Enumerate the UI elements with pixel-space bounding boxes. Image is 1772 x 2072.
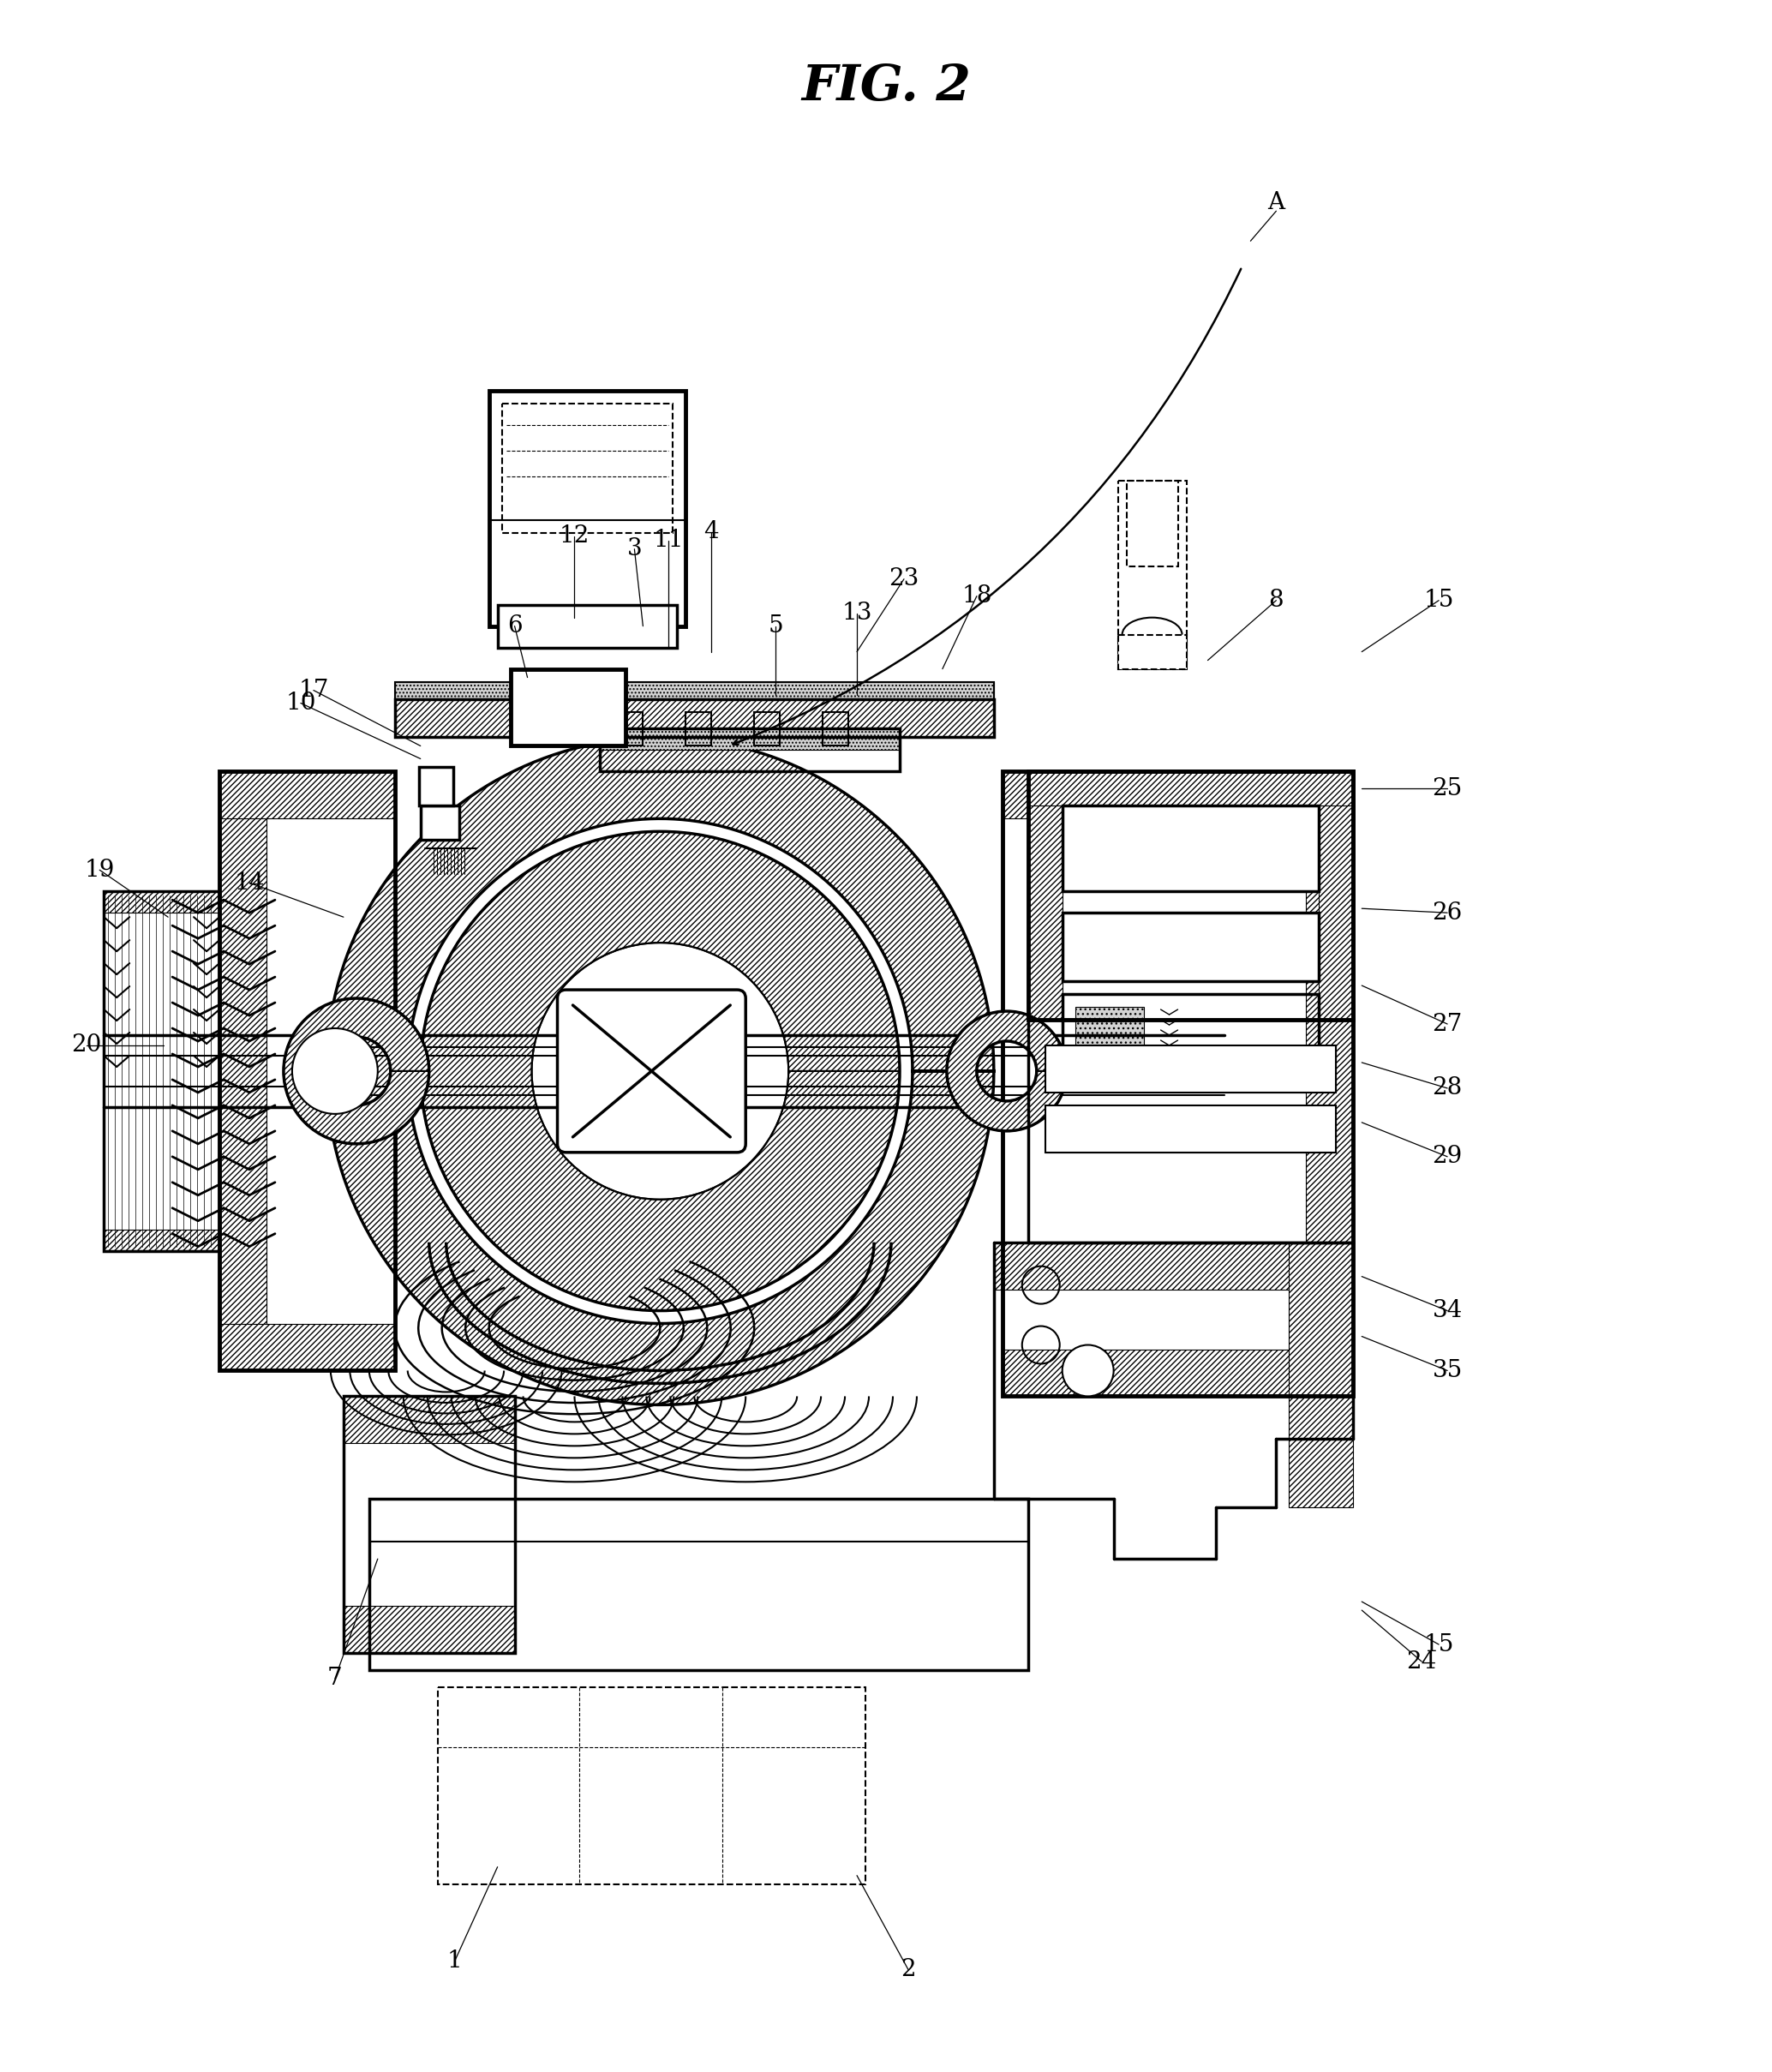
Bar [1003,771,1354,1397]
Bar [1288,1243,1354,1508]
Text: 11: 11 [654,528,684,551]
Text: 14: 14 [234,870,264,895]
Bar [395,698,994,738]
Text: A: A [1267,191,1285,213]
Text: 34: 34 [1432,1299,1462,1322]
Text: 8: 8 [1269,588,1283,611]
Text: 26: 26 [1432,901,1462,924]
Bar [418,767,454,806]
Bar [601,729,900,750]
Bar [344,1606,514,1653]
Text: 5: 5 [767,615,783,638]
Text: 12: 12 [560,524,590,547]
Bar [994,1243,1354,1289]
Bar [369,1498,1028,1670]
Bar [601,729,900,771]
Bar [755,711,780,746]
Text: 18: 18 [962,584,992,607]
Bar [617,711,643,746]
Text: 3: 3 [627,537,641,562]
Bar [1045,1046,1336,1092]
Bar [1028,771,1354,1019]
Bar [1061,995,1318,1088]
Bar [1045,1104,1336,1152]
Bar [1045,1046,1336,1092]
Bar [220,771,395,818]
Text: 29: 29 [1432,1146,1462,1169]
Text: 20: 20 [71,1034,103,1057]
Bar [1028,1019,1354,1243]
Bar [395,698,994,738]
Text: 15: 15 [1423,588,1455,611]
Bar [105,1229,220,1251]
Bar [822,711,849,746]
Bar [220,771,395,1370]
Text: 6: 6 [507,615,523,638]
Bar [510,669,626,746]
Text: 28: 28 [1432,1077,1462,1100]
Bar [1127,481,1178,566]
Bar [1061,806,1318,891]
Text: 13: 13 [842,601,872,626]
Bar [105,891,220,914]
Bar [1318,771,1354,1019]
Bar [489,392,686,626]
Text: 4: 4 [703,520,719,543]
Text: 23: 23 [890,568,920,591]
Text: 10: 10 [285,692,315,715]
Bar [1028,771,1354,806]
Bar [498,605,677,626]
Bar [686,711,711,746]
Text: 7: 7 [328,1668,342,1691]
Bar [1061,914,1318,982]
Bar [395,682,994,698]
Text: 25: 25 [1432,777,1462,800]
Bar [220,1324,395,1370]
Bar [344,1397,514,1444]
Polygon shape [326,738,994,1405]
Text: 24: 24 [1407,1649,1437,1672]
Bar [1118,634,1187,669]
Bar [1028,771,1061,1019]
Bar [438,1687,865,1883]
Bar [220,771,266,1370]
Bar [1061,806,1318,891]
Bar [1076,1007,1143,1075]
Text: 27: 27 [1432,1013,1462,1036]
Text: 35: 35 [1432,1359,1462,1382]
Text: 1: 1 [447,1950,462,1973]
Circle shape [292,1028,377,1115]
Polygon shape [284,999,429,1144]
Text: 15: 15 [1423,1633,1455,1656]
Polygon shape [420,831,900,1312]
Text: 2: 2 [900,1958,916,1981]
FancyBboxPatch shape [558,990,746,1152]
Bar [1306,771,1354,1397]
Circle shape [1061,1345,1113,1397]
Bar [498,605,677,646]
Bar [510,669,626,746]
Bar [420,806,459,839]
Bar [344,1397,514,1653]
Bar [418,767,454,806]
Bar [420,806,459,839]
Text: 17: 17 [298,680,330,702]
Bar [1003,771,1354,818]
Bar [1003,1349,1354,1397]
Text: FIG. 2: FIG. 2 [801,62,971,112]
Bar [1045,1104,1336,1152]
Bar [1118,481,1187,669]
Text: 19: 19 [85,858,115,881]
Bar [105,891,220,1251]
Bar [395,682,994,698]
Bar [501,404,673,533]
Polygon shape [946,1011,1067,1131]
